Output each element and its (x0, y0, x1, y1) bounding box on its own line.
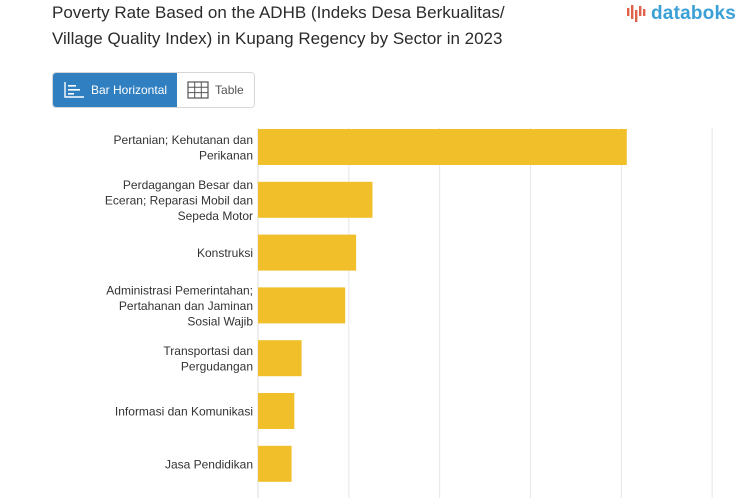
bar-chart: Pertanian; Kehutanan dan Perikanan Perdaga… (105, 128, 713, 498)
category-label-line: Eceran; Reparasi Mobil dan (105, 193, 253, 207)
category-label: Konstruksi (197, 246, 253, 260)
bar[interactable] (258, 129, 627, 165)
category-label-line: Jasa Pendidikan (165, 457, 253, 471)
tab-bar-horizontal-label: Bar Horizontal (91, 83, 168, 97)
bar[interactable] (258, 340, 302, 377)
table-icon (187, 81, 209, 99)
category-label-line: Pertahanan dan Jaminan (119, 299, 253, 313)
category-label: Transportasi dan Pergudangan (163, 344, 253, 374)
bar-chart-icon (64, 82, 84, 98)
tab-bar-horizontal[interactable]: Bar Horizontal (53, 73, 178, 107)
category-label-line: Pertanian; Kehutanan dan (114, 133, 253, 147)
category-label-line: Pergudangan (181, 359, 253, 373)
bar[interactable] (258, 287, 346, 324)
view-tabs: Bar Horizontal Table (52, 72, 255, 108)
category-label: Administrasi Pemerintahan; Pertahanan dan… (106, 283, 253, 328)
chart-title: Poverty Rate Based on the ADHB (Indeks D… (52, 0, 612, 52)
category-label-line: Transportasi dan (163, 344, 253, 358)
databoks-logo[interactable]: databoks (626, 3, 736, 25)
logo-mark-icon (627, 5, 646, 22)
category-label-line: Informasi dan Komunikasi (115, 405, 253, 419)
category-label-line: Sepeda Motor (178, 209, 253, 223)
chart-category-labels: Pertanian; Kehutanan dan Perikanan Perdaga… (105, 133, 253, 472)
tab-table-label: Table (215, 83, 244, 97)
category-label-line: Perdagangan Besar dan (123, 178, 253, 192)
chart-title-line-2: Village Quality Index) in Kupang Regency… (52, 29, 503, 48)
category-label: Jasa Pendidikan (165, 457, 253, 471)
tab-table[interactable]: Table (177, 73, 254, 107)
bar[interactable] (258, 181, 373, 218)
category-label-line: Sosial Wajib (187, 314, 253, 328)
chart-bars (258, 129, 627, 482)
chart-title-line-1: Poverty Rate Based on the ADHB (Indeks D… (52, 3, 505, 22)
category-label-line: Perikanan (199, 148, 253, 162)
category-label-line: Konstruksi (197, 246, 253, 260)
bar[interactable] (258, 393, 295, 429)
bar[interactable] (258, 445, 292, 482)
category-label: Perdagangan Besar dan Eceran; Reparasi Mo… (105, 178, 253, 223)
category-label: Informasi dan Komunikasi (115, 405, 253, 419)
bar[interactable] (258, 234, 357, 271)
category-label-line: Administrasi Pemerintahan; (106, 283, 253, 297)
category-label: Pertanian; Kehutanan dan Perikanan (114, 133, 253, 163)
logo-text: databoks (651, 3, 737, 24)
